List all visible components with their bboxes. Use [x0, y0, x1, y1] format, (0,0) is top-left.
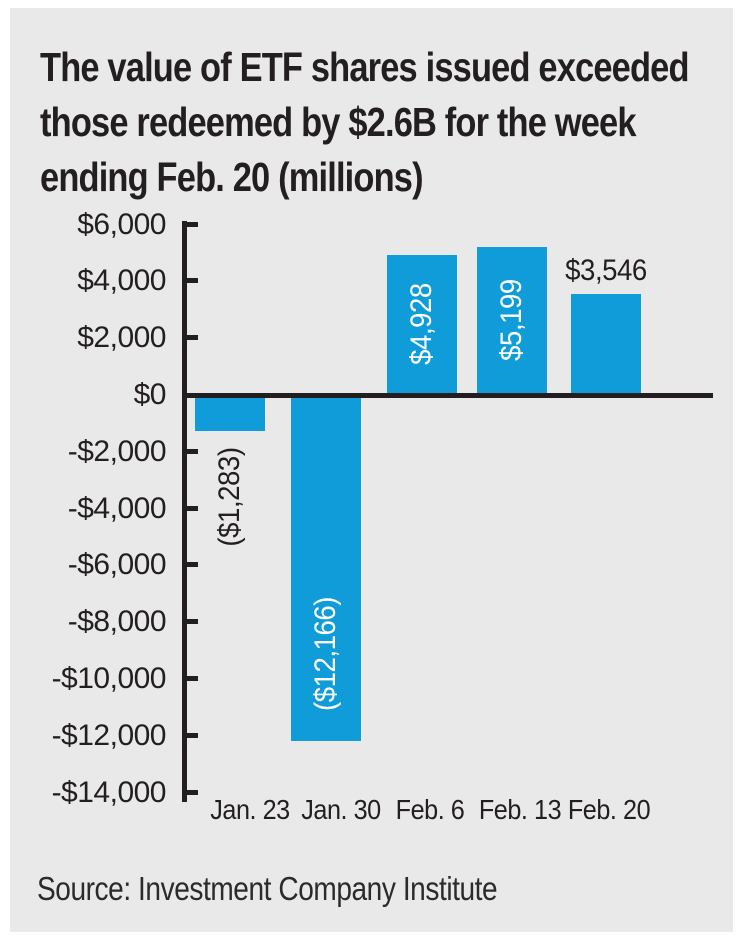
y-tick-label: $6,000 [77, 207, 166, 241]
y-tick-mark [187, 448, 198, 454]
y-tick-mark [187, 505, 198, 511]
y-tick-label: -$4,000 [67, 491, 167, 525]
bar-value-label: $3,546 [565, 254, 647, 288]
y-tick-label: -$8,000 [67, 605, 167, 639]
y-tick-mark [187, 676, 198, 681]
y-tick-mark [187, 732, 198, 738]
bar [571, 294, 641, 393]
zero-baseline [182, 393, 713, 398]
source-caption: Source: Investment Company Institute [37, 870, 498, 907]
bar [291, 398, 361, 741]
chart-title-line-2: those redeemed by $2.6B for the week [40, 99, 636, 145]
x-category-label: Feb. 6 [395, 794, 465, 825]
bar [477, 247, 547, 393]
y-tick-mark [187, 562, 198, 568]
y-tick-label: -$6,000 [67, 548, 167, 582]
bar-value-label: ($12,166) [309, 596, 342, 711]
y-tick-mark [187, 619, 198, 625]
x-category-label: Jan. 23 [210, 794, 290, 825]
bar-value-label: $5,199 [495, 279, 528, 362]
chart-title-line-1: The value of ETF shares issued exceeded [40, 44, 690, 90]
y-tick-label: -$2,000 [67, 434, 167, 468]
x-category-label: Jan. 30 [301, 794, 381, 825]
chart-title: The value of ETF shares issued exceeded … [40, 40, 740, 205]
y-axis-line [182, 220, 187, 802]
x-category-label: Feb. 13 [478, 794, 562, 825]
y-tick-mark [187, 789, 198, 795]
y-tick-mark [187, 335, 198, 341]
y-tick-label: $0 [133, 378, 167, 411]
bar [387, 255, 457, 393]
y-tick-mark [187, 221, 198, 227]
x-category-label: Feb. 20 [567, 794, 651, 825]
y-tick-label: -$12,000 [51, 718, 167, 752]
bar-value-label: ($1,283) [213, 447, 246, 547]
chart-card: The value of ETF shares issued exceeded … [10, 8, 733, 932]
y-tick-label: -$10,000 [51, 662, 167, 695]
chart-title-line-3: ending Feb. 20 (millions) [40, 154, 424, 200]
bar-value-label: $4,928 [405, 283, 438, 365]
y-tick-label: $4,000 [77, 264, 166, 298]
y-tick-mark [187, 278, 198, 284]
bar [195, 398, 265, 432]
y-tick-label: -$14,000 [51, 775, 167, 809]
y-tick-label: $2,000 [77, 321, 166, 355]
